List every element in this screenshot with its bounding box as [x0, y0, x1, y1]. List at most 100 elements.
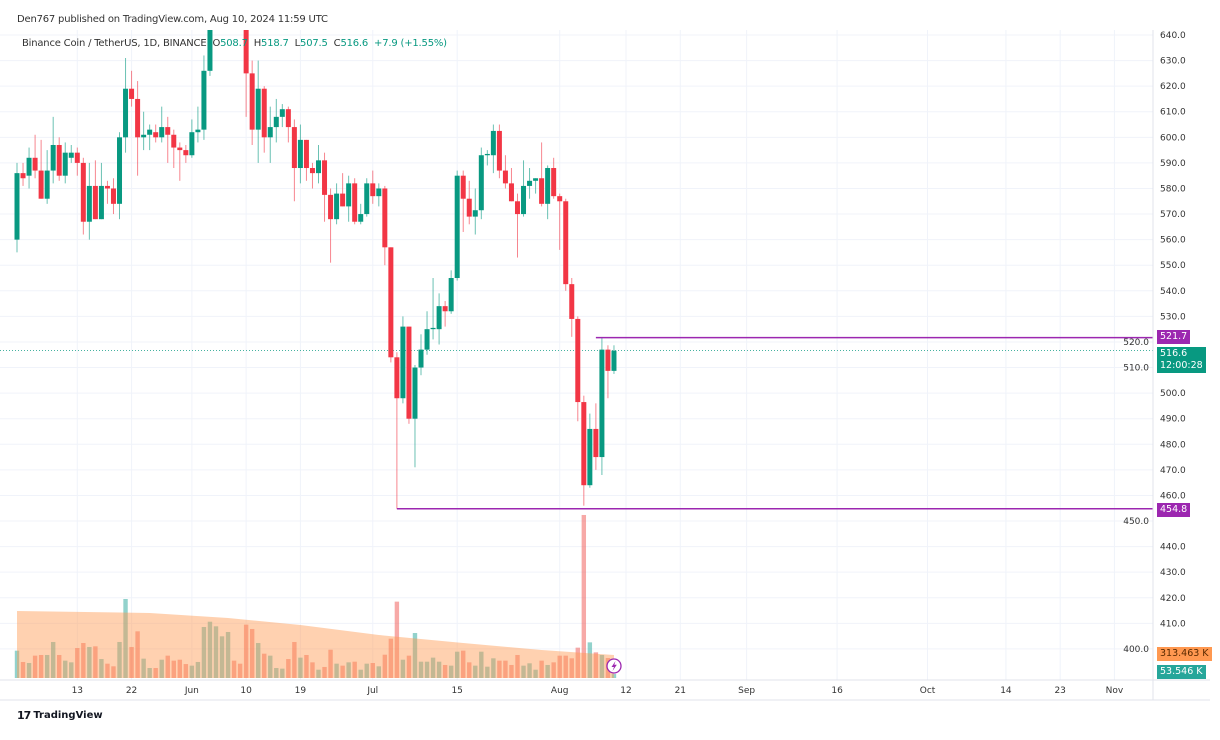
candle-body [478, 155, 484, 211]
drawn-levels[interactable] [396, 336, 1153, 510]
volume-tag: 53.546 K [1157, 665, 1206, 679]
candle-body [418, 349, 424, 368]
logo-text: TradingView [33, 710, 103, 721]
candle-body [68, 152, 74, 158]
time-tick-label: Aug [551, 686, 569, 696]
volume-bar [545, 664, 550, 678]
candle-body [484, 153, 490, 156]
lightning-icon[interactable] [606, 658, 622, 674]
volume-bar [364, 663, 369, 678]
volume-bar [268, 655, 273, 678]
candle-body [436, 306, 442, 330]
candle-body [44, 170, 50, 199]
candle-body [159, 127, 165, 138]
volume-pane [14, 514, 617, 678]
candle-body [98, 185, 104, 220]
time-tick-label: 21 [675, 686, 686, 696]
volume-bar [539, 660, 544, 678]
volume-bar [32, 655, 38, 678]
volume-bar [485, 666, 490, 678]
low-value: 507.5 [300, 38, 328, 49]
candle-body [346, 183, 352, 207]
candle-body [207, 30, 213, 71]
time-tick-label: Jun [184, 686, 199, 696]
candle-body [340, 193, 346, 207]
candle-body [153, 132, 159, 138]
volume-bar [563, 655, 568, 678]
volume-bar [316, 669, 321, 678]
volume-bar [123, 598, 128, 678]
candle-body [460, 175, 466, 199]
candle-body [123, 88, 129, 138]
last-price: 516.6 [1160, 348, 1188, 359]
open-label: O [212, 38, 221, 49]
volume-bar [376, 666, 381, 678]
candle-body [539, 178, 545, 204]
candle-body [563, 201, 569, 285]
volume-bar [213, 626, 219, 678]
volume-bar [533, 669, 538, 678]
candle-body [20, 173, 26, 179]
candle-body [364, 183, 370, 215]
volume-bar [328, 649, 333, 678]
volume-bar [195, 661, 201, 678]
volume-bar [412, 633, 418, 678]
price-tick-label: 530.0 [1160, 312, 1186, 322]
candle-body [466, 198, 472, 217]
volume-bar [243, 624, 249, 678]
volume-bar [346, 662, 351, 678]
candle-body [454, 175, 460, 279]
time-axis[interactable]: 13 22 Jun 10 19 Jul 15 Aug 12 21 Sep 16 Oct 14 23 Nov [72, 686, 1124, 696]
price-tick-label: 630.0 [1160, 57, 1186, 67]
time-tick-label: 14 [1000, 686, 1012, 696]
candle-body [297, 139, 303, 169]
candle-body [129, 88, 135, 99]
candle-body [514, 201, 520, 215]
candle-body [527, 180, 533, 186]
volume-bar [274, 668, 279, 678]
candle-body [104, 185, 110, 189]
time-tick-label: 13 [72, 686, 83, 696]
time-tick-label: Jul [366, 686, 378, 696]
candle-body [400, 326, 406, 399]
price-tick-label: 640.0 [1160, 31, 1186, 41]
volume-bar [171, 660, 176, 678]
candle-body [171, 134, 177, 148]
candle-body [352, 183, 358, 222]
candle-body [285, 109, 291, 128]
candle-body [358, 214, 364, 222]
candle-body [394, 357, 400, 399]
price-tick-label: 490.0 [1160, 415, 1186, 425]
price-tick-label: 510.0 [1123, 364, 1149, 374]
volume-bar [165, 655, 170, 678]
price-tick-label: 600.0 [1160, 133, 1186, 143]
price-axis[interactable]: 640.0 630.0 620.0 610.0 600.0 590.0 580.0 570.0… [1123, 31, 1186, 655]
candle-body [599, 349, 605, 458]
volume-bar [322, 666, 327, 678]
price-tick-label: 610.0 [1160, 108, 1186, 118]
volume-bar [370, 663, 375, 678]
volume-bar [63, 660, 68, 678]
volume-bar [587, 642, 593, 678]
candle-body [110, 188, 116, 204]
candle-body [587, 428, 593, 486]
time-tick-label: Nov [1106, 686, 1124, 696]
volume-bar [14, 650, 20, 678]
price-tick-label: 540.0 [1160, 287, 1186, 297]
volume-bar [382, 654, 388, 678]
volume-bar [153, 668, 158, 678]
tradingview-logo-icon: 17 [17, 709, 31, 722]
volume-bar [38, 654, 44, 678]
tradingview-logo[interactable]: 17 TradingView [17, 709, 103, 722]
volume-bar [87, 646, 92, 678]
candle-body [279, 109, 285, 117]
volume-bar [551, 662, 556, 678]
candle-body [545, 168, 551, 204]
candle-body [569, 284, 575, 319]
candle-body [189, 132, 195, 156]
volume-bar [99, 659, 104, 678]
volume-bar [430, 657, 436, 678]
price-tick-label: 570.0 [1160, 210, 1186, 220]
candle-body [273, 116, 279, 128]
